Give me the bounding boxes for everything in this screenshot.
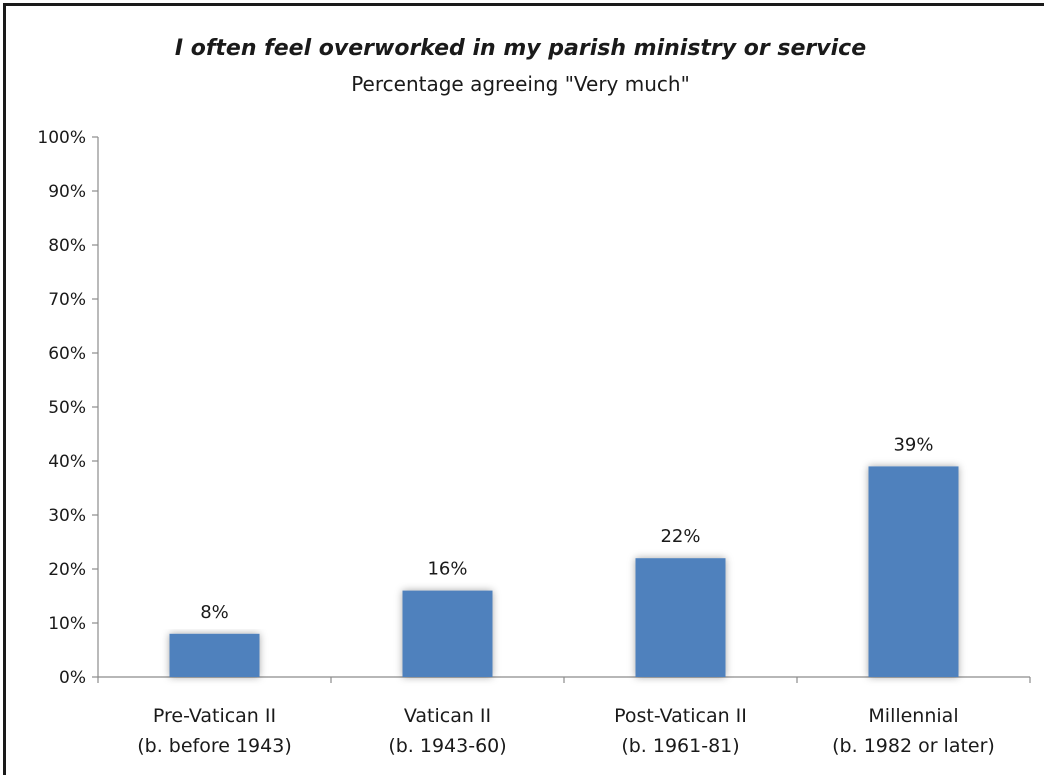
bar — [169, 633, 260, 677]
y-tick-label: 80% — [48, 236, 86, 256]
x-category-label: (b. before 1943) — [137, 735, 292, 757]
data-label: 16% — [427, 559, 467, 580]
y-tick-label: 30% — [48, 506, 86, 526]
data-label: 22% — [660, 526, 700, 547]
x-category-label: Millennial — [868, 705, 958, 727]
y-tick-label: 90% — [48, 182, 86, 202]
bar — [402, 590, 493, 677]
x-category-label: Post-Vatican II — [614, 705, 747, 727]
y-tick-label: 100% — [37, 128, 86, 148]
data-label: 8% — [200, 602, 229, 623]
y-tick-label: 60% — [48, 344, 86, 364]
bar — [635, 558, 726, 677]
x-category-label: Vatican II — [404, 705, 491, 727]
data-label: 39% — [893, 434, 933, 455]
y-tick-label: 10% — [48, 614, 86, 634]
chart-subtitle: Percentage agreeing "Very much" — [351, 72, 690, 96]
x-category-label: (b. 1961-81) — [621, 735, 739, 757]
y-tick-label: 40% — [48, 452, 86, 472]
bar — [868, 466, 959, 677]
y-tick-label: 0% — [59, 668, 86, 688]
x-category-label: (b. 1943-60) — [388, 735, 506, 757]
x-category-label: Pre-Vatican II — [153, 705, 276, 727]
x-category-label: (b. 1982 or later) — [832, 735, 995, 757]
y-tick-label: 50% — [48, 398, 86, 418]
chart-title: I often feel overworked in my parish min… — [174, 36, 867, 61]
y-tick-label: 70% — [48, 290, 86, 310]
y-tick-label: 20% — [48, 560, 86, 580]
